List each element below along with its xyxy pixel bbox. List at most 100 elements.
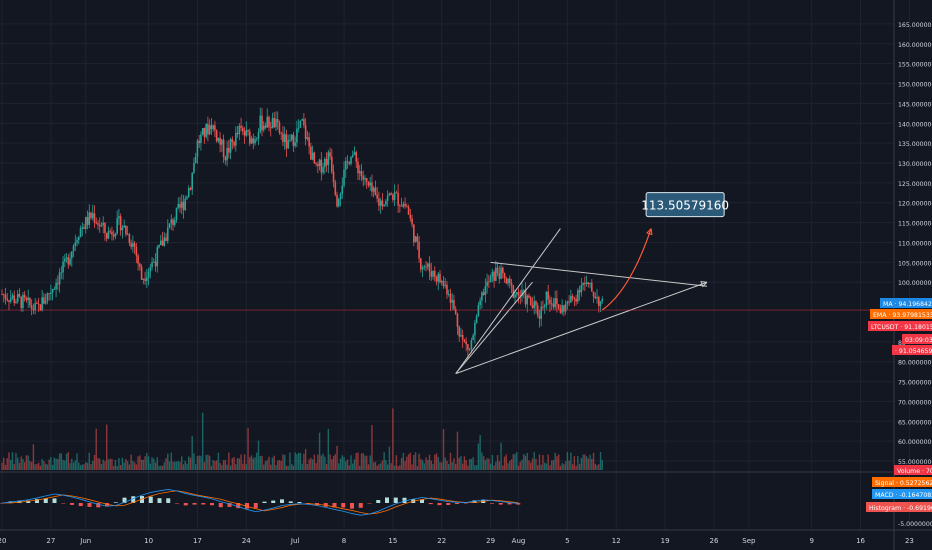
candle-body <box>139 263 141 267</box>
volume-bar <box>519 461 521 470</box>
candle-body <box>30 305 33 309</box>
volume-bar <box>6 458 8 470</box>
volume-bar <box>177 461 179 470</box>
volume-bar <box>507 463 509 470</box>
candle-body <box>524 290 527 305</box>
candle-body <box>454 309 457 314</box>
candle-body <box>383 204 385 207</box>
volume-bar <box>266 460 268 470</box>
volume-bar <box>455 463 457 470</box>
trendline-drawings[interactable]: 113.50579160 <box>0 192 894 375</box>
candle-body <box>128 234 131 244</box>
candle-body <box>325 158 328 166</box>
candle-body <box>315 163 317 165</box>
candle-body <box>81 227 84 229</box>
volume-bar <box>355 453 357 470</box>
candle-body <box>135 247 138 256</box>
candle-body <box>72 245 75 252</box>
candle-body <box>278 122 281 133</box>
macd-histogram-bar <box>341 503 346 508</box>
candle-body <box>29 297 31 306</box>
volume-bar <box>427 459 429 470</box>
volume-bar <box>226 464 228 470</box>
candle-body <box>119 216 122 231</box>
candle-body <box>545 291 548 306</box>
candle-body <box>479 300 481 306</box>
volume-bar <box>409 452 412 470</box>
candle-body <box>41 297 43 311</box>
candle-body <box>578 290 581 293</box>
candle-body <box>36 303 38 304</box>
volume-bar <box>55 458 57 470</box>
low-marker-tag-box <box>892 345 932 355</box>
volume-bar <box>123 462 125 470</box>
volume-bar <box>475 465 478 470</box>
candle-body <box>193 162 195 173</box>
volume-bar <box>414 452 417 470</box>
candle-body <box>283 134 286 142</box>
macd-histogram-bar <box>271 500 276 503</box>
volume-bar <box>589 454 591 470</box>
macd-histogram-bar <box>472 500 477 503</box>
trendline-arrowhead <box>700 281 708 288</box>
candle-body <box>484 286 487 296</box>
candle-body <box>121 227 124 231</box>
volume-bar <box>390 463 392 470</box>
target-label: 113.50579160 <box>641 192 729 218</box>
macd-histogram-bar <box>376 500 381 503</box>
time-axis[interactable]: 20 27 Jun 10 17 24 Jul 8 15 22 29 Aug 5 12 19 26 Sep 9 16 2… <box>0 537 914 545</box>
target-arrowhead <box>646 228 653 236</box>
volume-bar <box>259 456 261 470</box>
volume-bar <box>439 462 441 470</box>
volume-bar <box>338 463 340 470</box>
macd-histogram-bar <box>113 502 118 503</box>
candle-body <box>503 273 506 279</box>
volume-bar <box>95 428 97 470</box>
candle-body <box>60 272 63 274</box>
countdown-tag-text: 03:09:03 <box>905 337 932 344</box>
candle-body <box>163 237 166 246</box>
volume-bar <box>317 454 319 470</box>
volume-bar <box>348 465 350 470</box>
macd-histogram-bar <box>402 497 407 503</box>
volume-bar <box>133 462 136 470</box>
volume-bar <box>557 454 560 470</box>
volume-bar <box>154 462 157 470</box>
volume-bar <box>486 458 488 470</box>
candle-body <box>423 266 426 268</box>
volume-bar <box>1 462 3 470</box>
candle-body <box>397 192 399 206</box>
volume-bar <box>114 459 117 470</box>
volume-bar <box>523 454 525 470</box>
volume-bar <box>233 457 235 470</box>
candle-body <box>402 203 405 207</box>
candle-body <box>180 201 183 208</box>
candle-body <box>351 155 354 157</box>
candle-body <box>597 297 600 306</box>
candle-body <box>111 231 113 235</box>
candle-body <box>76 240 78 243</box>
volume-bar <box>102 459 104 470</box>
volume-bar <box>235 464 237 470</box>
volume-bar <box>243 454 246 470</box>
volume-bar <box>552 460 555 470</box>
candle-body <box>304 125 307 139</box>
candle-body <box>84 217 87 229</box>
volume-bar <box>112 465 115 470</box>
candle-body <box>540 306 543 319</box>
volume-bar <box>32 444 35 470</box>
target-label-box <box>645 192 725 218</box>
volume-bar <box>81 464 83 470</box>
volume-bar <box>488 458 490 470</box>
volume-bar <box>256 452 258 470</box>
candle-body <box>125 225 127 235</box>
volume-bar <box>290 463 293 470</box>
candle-body <box>426 263 429 267</box>
volume-bar <box>496 455 499 470</box>
candle-body <box>100 225 103 227</box>
candle-body <box>329 152 331 157</box>
candle-body <box>116 218 118 234</box>
